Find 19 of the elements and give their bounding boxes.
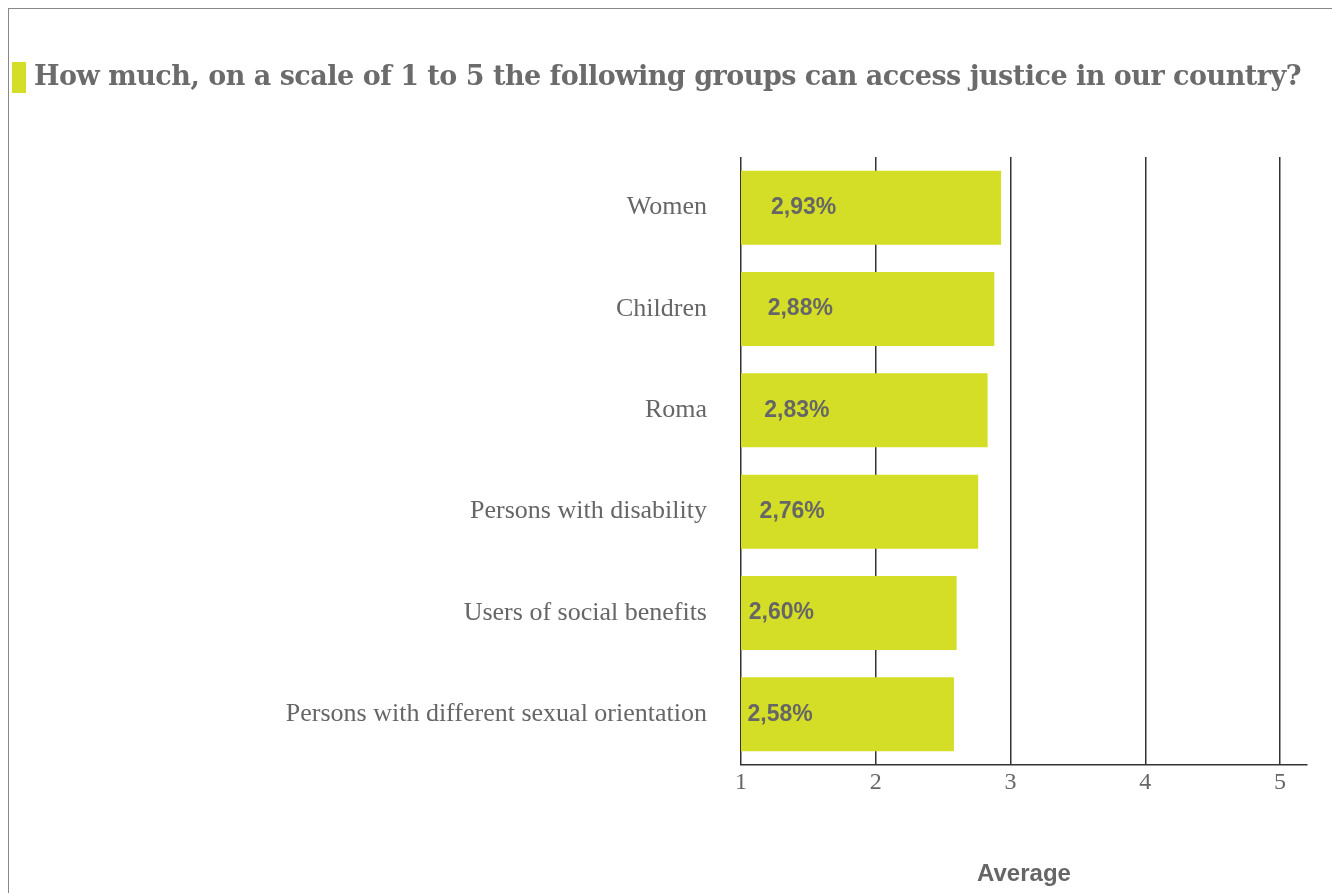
y-tick-label: Users of social benefits [463,596,707,626]
y-tick-label: Women [626,191,707,221]
chart-title: How much, on a scale of 1 to 5 the following groups can access justice in our country? [34,60,1302,91]
data-label: 2,83% [764,395,830,422]
data-label: 2,76% [759,497,825,524]
x-axis-title: Average [977,859,1071,887]
x-tick-label: 3 [1004,767,1017,794]
x-tick-label: 2 [869,767,882,794]
y-tick-label: Persons with different sexual orientation [285,698,707,728]
data-label: 2,60% [748,598,815,625]
y-tick-label: Persons with disability [470,495,707,525]
data-label: 2,93% [771,193,837,220]
y-tick-label: Roma [644,394,708,424]
data-label: 2,88% [767,294,833,321]
x-tick-label: 4 [1139,767,1152,794]
data-label: 2,58% [747,699,813,726]
x-tick-label: 1 [735,767,747,794]
x-tick-label: 5 [1274,767,1287,794]
y-tick-label: Children [616,292,707,322]
